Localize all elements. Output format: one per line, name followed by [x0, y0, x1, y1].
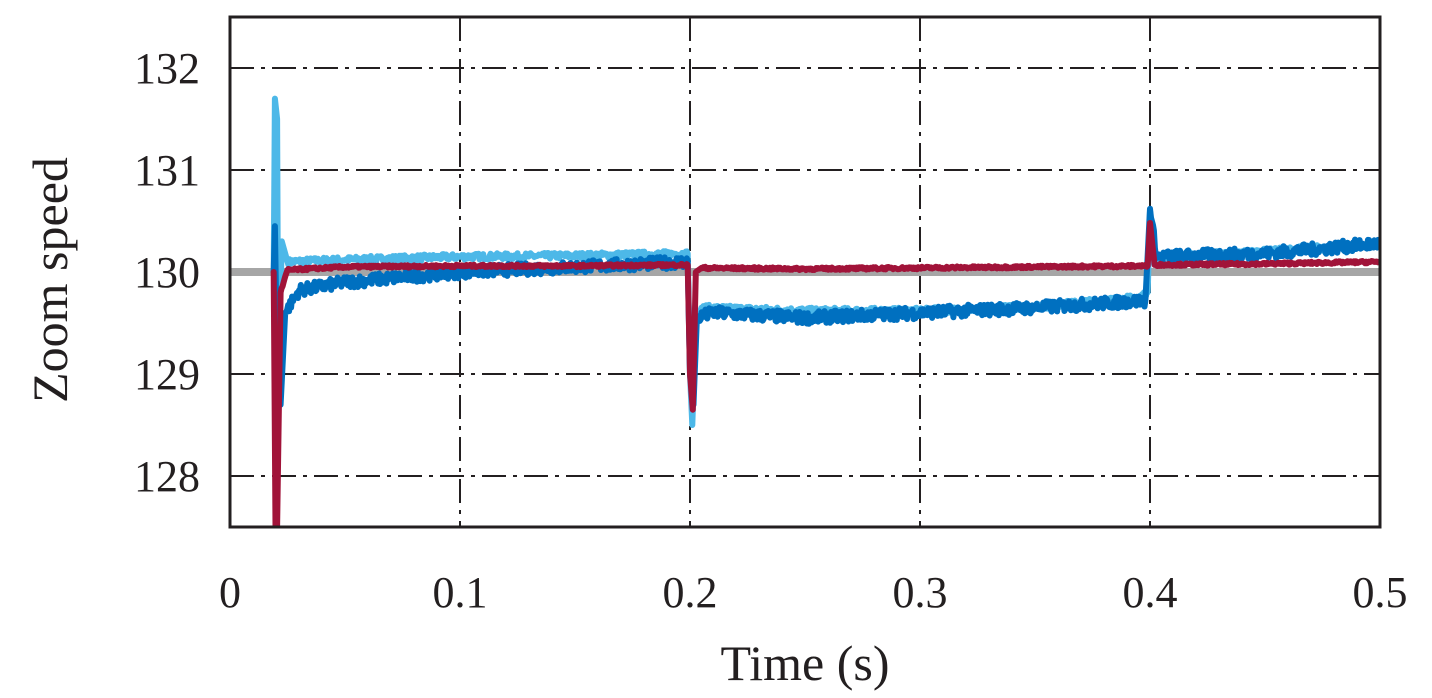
- y-tick-label: 130: [134, 248, 200, 297]
- plot-frame: [228, 15, 1382, 529]
- y-tick-label: 128: [134, 452, 200, 501]
- x-tick-label: 0: [219, 568, 241, 617]
- y-tick-label: 131: [134, 146, 200, 195]
- x-tick-label: 0.4: [1123, 568, 1178, 617]
- x-tick-label: 0.3: [893, 568, 948, 617]
- y-tick-label: 132: [134, 44, 200, 93]
- y-tick-label: 129: [134, 350, 200, 399]
- x-tick-label: 0.1: [433, 568, 488, 617]
- series-layer: [230, 95, 1380, 527]
- series-line-3: [270, 220, 1380, 527]
- x-axis-label: Time (s): [720, 635, 889, 691]
- x-tick-label: 0.5: [1353, 568, 1408, 617]
- x-tick-label: 0.2: [663, 568, 718, 617]
- y-tick-labels: 128 129 130 131 132: [134, 44, 200, 501]
- x-tick-labels: 0 0.1 0.2 0.3 0.4 0.5: [219, 568, 1408, 617]
- y-axis-label: Zoom speed: [22, 157, 78, 403]
